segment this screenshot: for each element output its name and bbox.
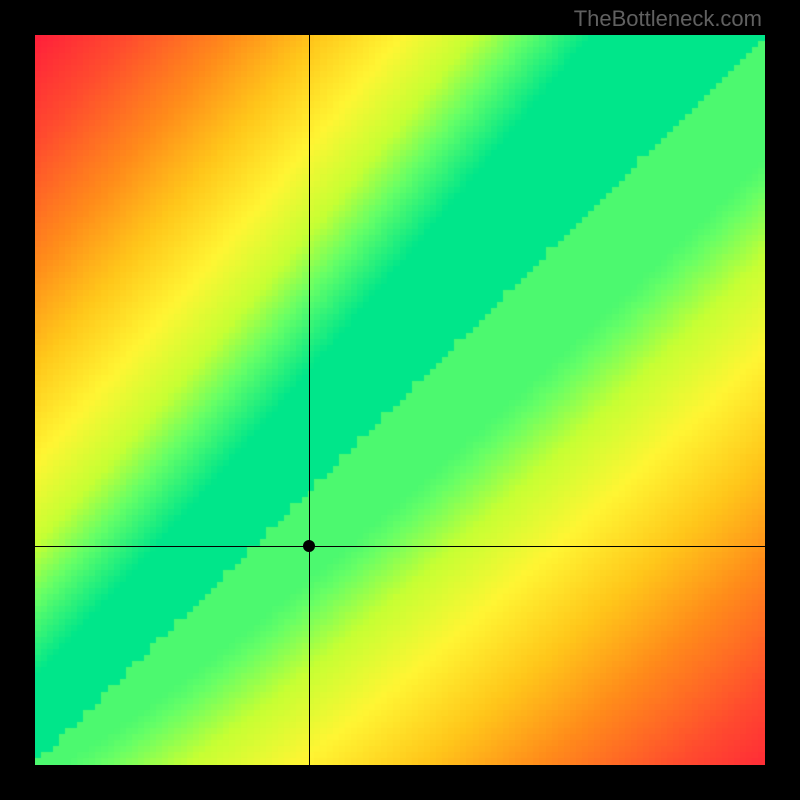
heatmap-plot — [35, 35, 765, 765]
crosshair-horizontal — [35, 546, 765, 547]
heatmap-canvas — [35, 35, 765, 765]
crosshair-vertical — [309, 35, 310, 765]
selection-marker — [303, 540, 315, 552]
watermark-text: TheBottleneck.com — [574, 6, 762, 32]
